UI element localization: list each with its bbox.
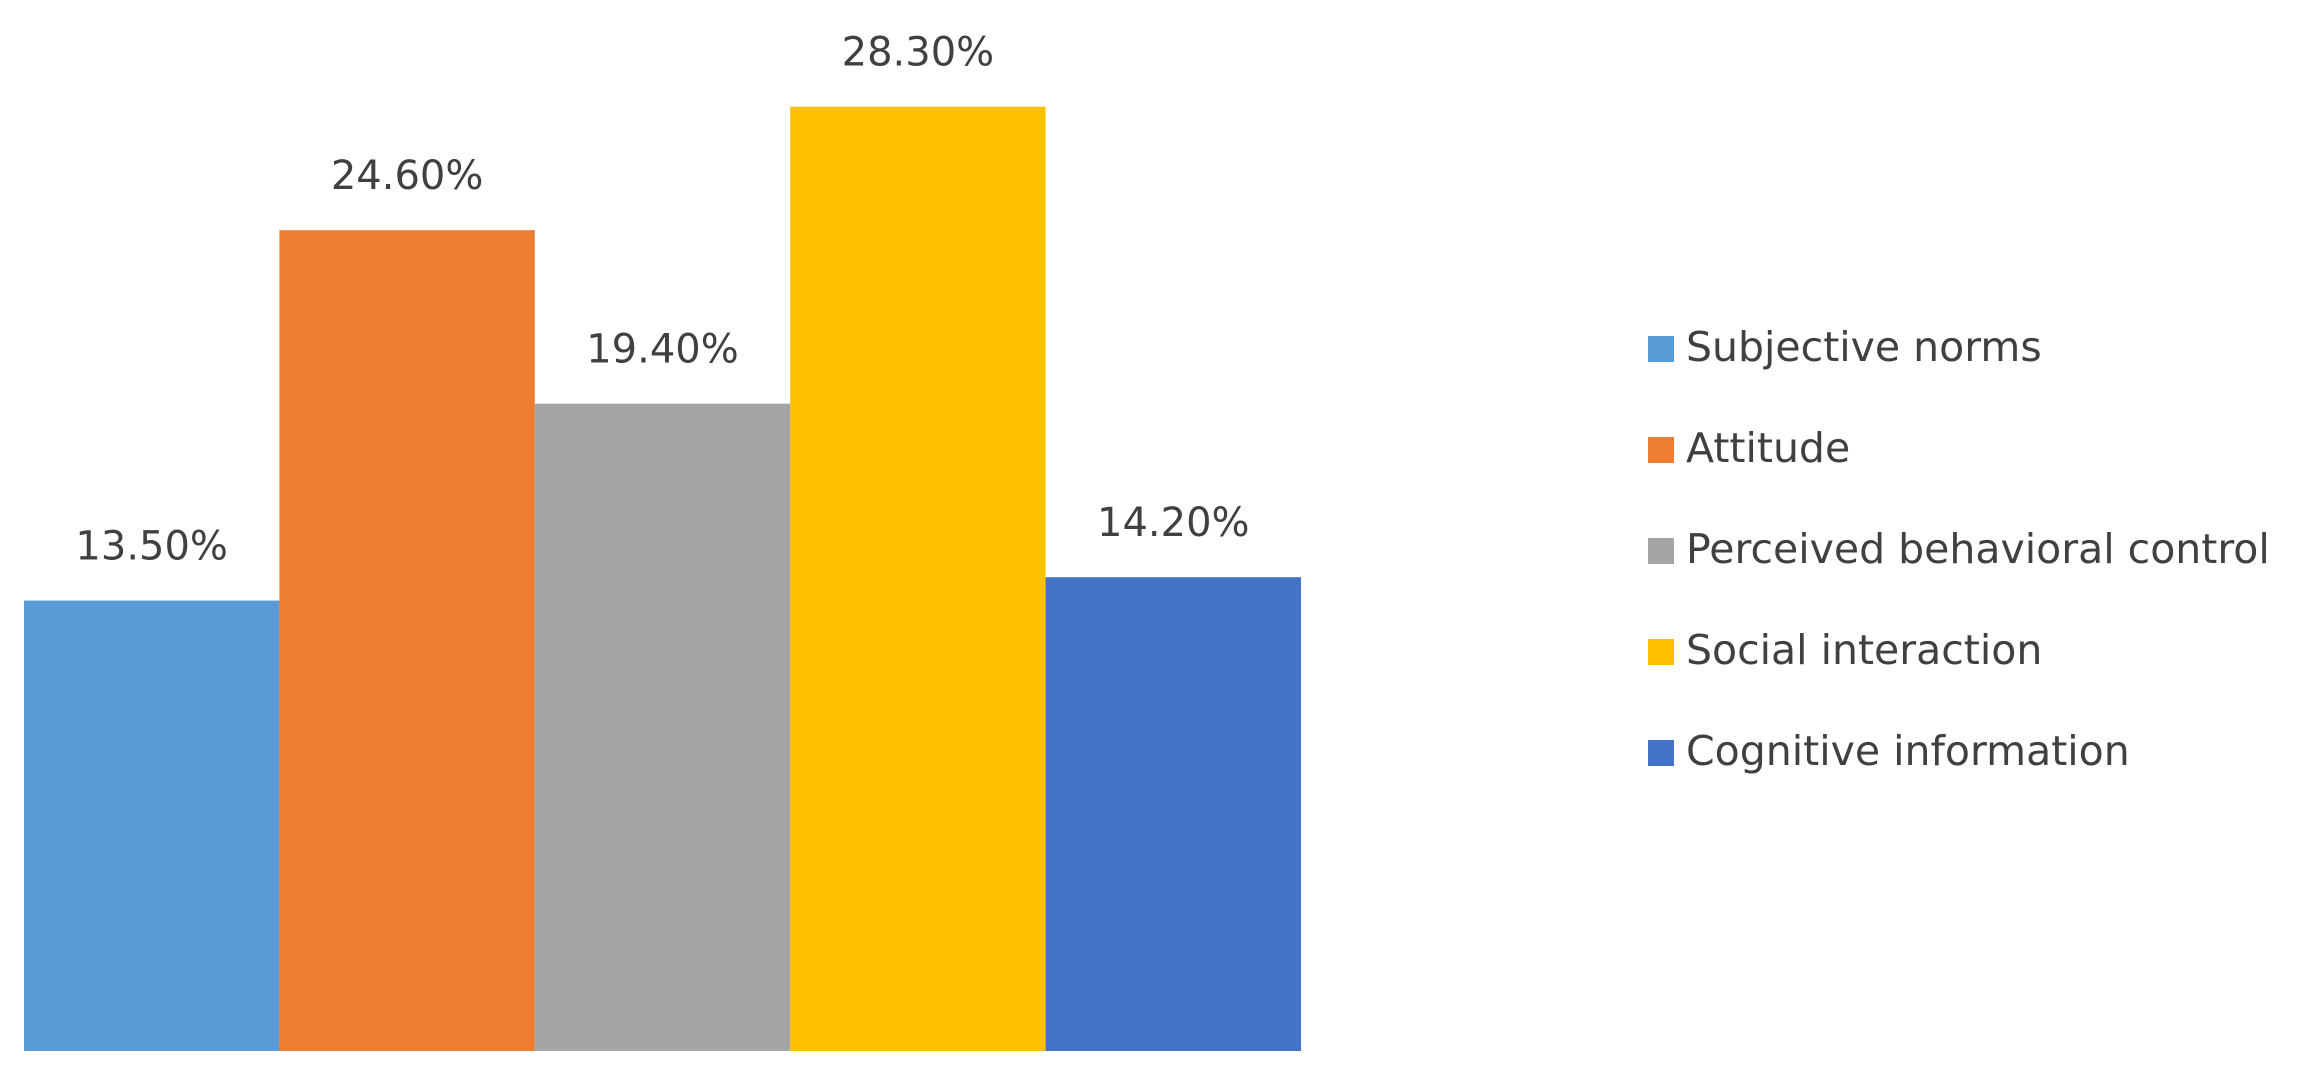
bar [24,600,280,1051]
value-label: 13.50% [75,524,228,570]
legend-swatch [1648,437,1674,463]
legend-label: Social interaction [1686,626,2042,674]
bar [790,106,1046,1052]
legend-swatch [1648,740,1674,766]
legend-label: Perceived behavioral control [1686,525,2270,573]
bar [1045,577,1301,1051]
value-label: 14.20% [1097,500,1250,546]
legend-label: Attitude [1686,424,1850,472]
value-label: 19.40% [586,327,739,373]
value-label: 24.60% [331,153,484,199]
legend-swatch [1648,336,1674,362]
value-label: 28.30% [842,30,995,76]
legend-swatch [1648,538,1674,564]
bar [279,230,535,1051]
legend-swatch [1648,639,1674,665]
legend-label: Subjective norms [1686,323,2042,371]
bar [534,403,791,1052]
legend-label: Cognitive information [1686,727,2130,775]
